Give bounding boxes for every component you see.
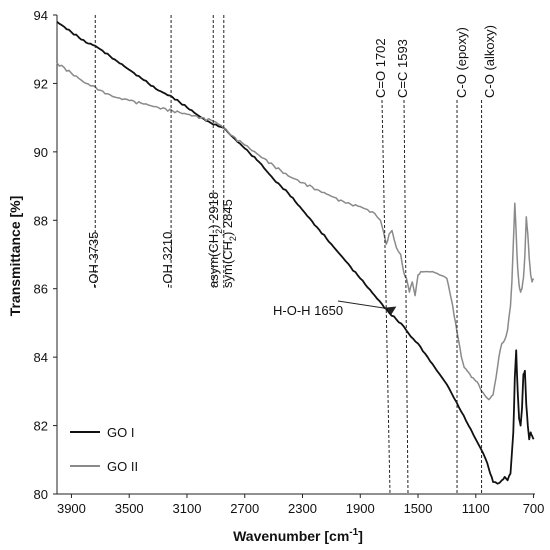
annotation-layer: -OH 3735 -OH 3210 asym(CH2) 2918 sym(CH2…: [86, 15, 497, 495]
x-tick-label: 3500: [115, 501, 144, 516]
annotation-arrowhead-hoh1650: [386, 306, 397, 315]
y-axis-title: Transmittance [%]: [7, 196, 23, 317]
annotation-label-oh3735: -OH 3735: [86, 232, 101, 288]
x-tick-label: 700: [523, 501, 545, 516]
y-tick-label: 94: [34, 8, 48, 23]
y-tick-label: 82: [34, 419, 48, 434]
y-tick-label: 92: [34, 76, 48, 91]
x-axis-title-main: Wavenumber [cm: [233, 528, 349, 544]
x-axis-title-end: ]: [358, 528, 363, 544]
legend-label-go2: GO II: [107, 459, 138, 474]
annotation-label-cc1593: C=C 1593: [395, 39, 410, 98]
x-tick-label: 1900: [346, 501, 375, 516]
legend: GO I GO II: [70, 425, 138, 474]
x-tick-label: 1100: [462, 501, 490, 516]
x-tick-label: 1500: [404, 501, 433, 516]
x-axis-title-sup: -1: [349, 527, 358, 538]
sym-prefix: sym(CH: [220, 241, 235, 288]
annotation-label-epoxy: C-O (epoxy): [454, 27, 469, 98]
asym-sub: 2: [214, 229, 224, 234]
y-tick-label: 80: [34, 487, 48, 502]
annotation-arrow-hoh1650: [337, 300, 394, 311]
annotation-label-hoh1650: H-O-H 1650: [273, 303, 343, 318]
y-tick-label: 86: [34, 282, 48, 297]
y-tick-label: 90: [34, 145, 48, 160]
series-layer: [56, 21, 535, 485]
x-tick-label: 2300: [288, 501, 317, 516]
y-tick-label: 88: [34, 213, 48, 228]
series-line-go2: [56, 62, 535, 401]
y-tick-label: 84: [34, 350, 48, 365]
sym-sub: 2: [228, 236, 238, 241]
annotation-label-oh3210: -OH 3210: [160, 232, 175, 288]
x-tick-label: 2700: [230, 501, 259, 516]
annotation-line-co1702: [381, 99, 391, 495]
sym-suffix: ) 2845: [220, 199, 235, 236]
annotation-label-alkoxy: C-O (alkoxy): [482, 25, 497, 98]
annotation-line-cc1593: [403, 99, 409, 495]
x-tick-label: 3900: [57, 501, 86, 516]
x-axis-title: Wavenumber [cm-1]: [233, 527, 363, 544]
series-line-go1: [56, 21, 535, 485]
legend-label-go1: GO I: [107, 425, 134, 440]
annotation-label-co1702: C=O 1702: [373, 38, 388, 98]
annotation-label-sym-ch2: sym(CH2) 2845: [220, 199, 238, 288]
x-tick-label: 3100: [173, 501, 202, 516]
